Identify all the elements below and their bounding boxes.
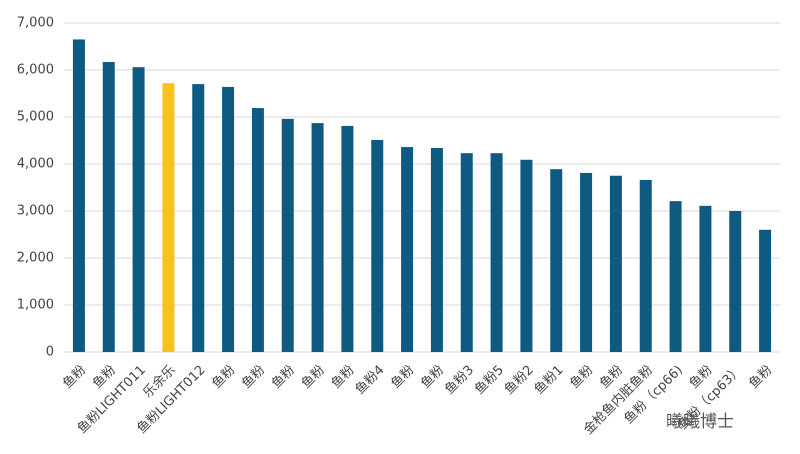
bar	[222, 86, 235, 353]
bar	[281, 118, 294, 352]
bar	[550, 169, 563, 352]
bar	[430, 148, 443, 352]
y-tick-label: 0	[46, 345, 54, 360]
y-tick-label: 1,000	[17, 298, 54, 313]
y-tick-label: 4,000	[17, 157, 54, 172]
y-tick-label: 7,000	[17, 16, 54, 31]
bar	[72, 39, 85, 352]
y-tick-label: 5,000	[17, 110, 54, 125]
bar	[639, 179, 652, 352]
bar	[251, 108, 264, 352]
bar	[520, 159, 533, 352]
bar	[371, 140, 384, 352]
bar	[192, 84, 205, 352]
bar	[401, 147, 414, 352]
bar	[490, 153, 503, 352]
y-tick-label: 6,000	[17, 63, 54, 78]
y-tick-label: 2,000	[17, 251, 54, 266]
bar	[102, 62, 115, 352]
bar	[132, 67, 145, 353]
bar	[759, 229, 772, 352]
bar	[311, 123, 324, 352]
bar	[341, 125, 354, 353]
bar	[460, 153, 473, 352]
bar	[729, 211, 742, 352]
bar	[580, 172, 593, 352]
bar	[699, 205, 712, 352]
watermark: 曦曦博士	[666, 412, 734, 432]
bar	[162, 83, 175, 352]
bar	[609, 175, 622, 352]
bar	[669, 201, 682, 352]
y-tick-label: 3,000	[17, 204, 54, 219]
